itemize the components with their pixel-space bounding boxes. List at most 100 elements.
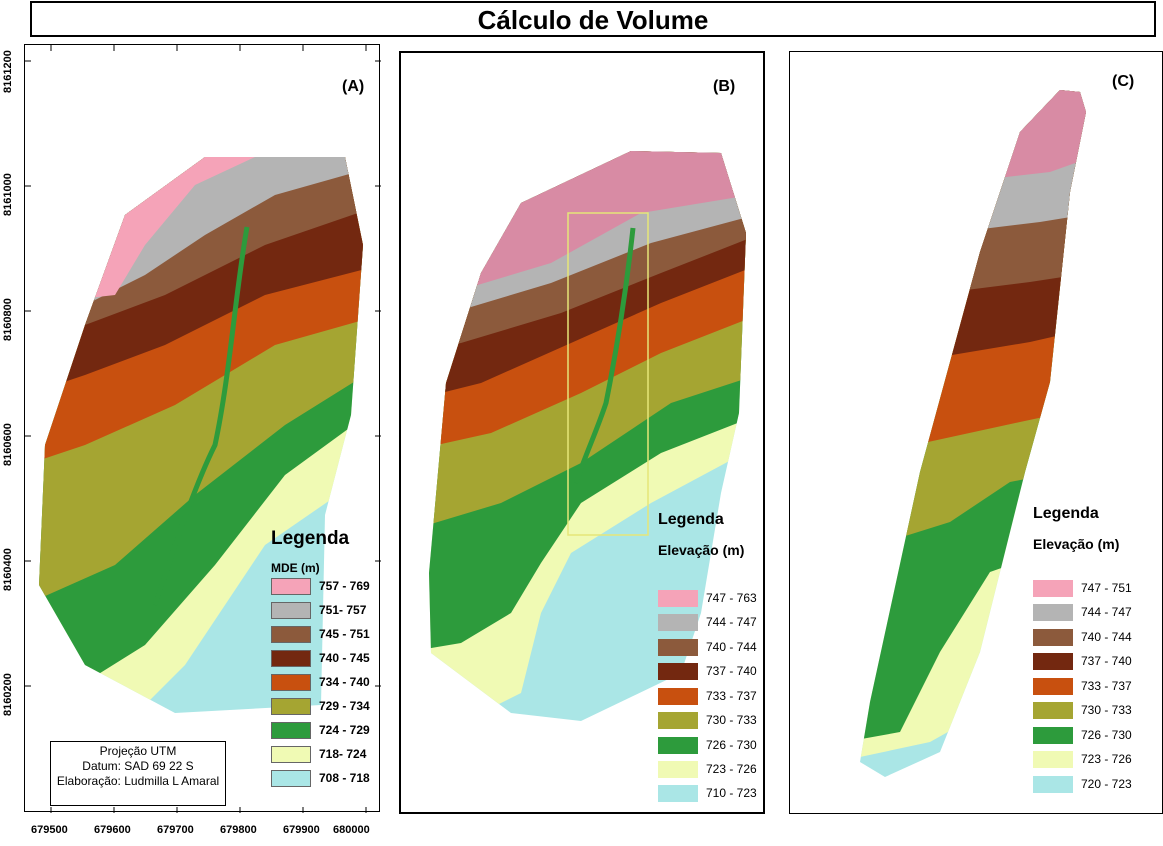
legend-item: 744 - 747 (658, 613, 757, 631)
y-tick-label: 8160200 (2, 673, 14, 716)
legend-item: 747 - 751 (1033, 579, 1132, 597)
legend-swatch (658, 613, 698, 631)
legend-swatch (658, 662, 698, 680)
x-tick-label: 679600 (94, 824, 131, 836)
projection-info-box: Projeção UTM Datum: SAD 69 22 S Elaboraç… (50, 741, 226, 806)
panel-label-b: (B) (713, 78, 736, 95)
y-tick-label: 8161200 (2, 50, 14, 93)
legend-label: 733 - 737 (1081, 679, 1132, 693)
elevation-map-b (429, 151, 746, 721)
legend-item: 740 - 744 (1033, 628, 1132, 646)
map-panel-b: (B) Legenda Elevação (m) 747 - 763 744 -… (399, 51, 765, 814)
legend-swatch (1033, 579, 1073, 597)
legend-title-a: Legenda (271, 528, 350, 549)
legend-label: 737 - 740 (1081, 654, 1132, 668)
elevation-map-c (860, 90, 1086, 777)
legend-item: 747 - 763 (658, 589, 757, 607)
projection-line: Projeção UTM (99, 744, 177, 758)
legend-swatch (1033, 750, 1073, 768)
legend-item: 720 - 723 (1033, 775, 1132, 793)
legend-item: 757 - 769 (271, 577, 370, 595)
legend-swatch (271, 625, 311, 643)
legend-label: 747 - 751 (1081, 581, 1132, 595)
legend-item: 744 - 747 (1033, 603, 1132, 621)
legend-swatch (658, 638, 698, 656)
legend-label: 710 - 723 (706, 786, 757, 800)
legend-label: 747 - 763 (706, 591, 757, 605)
legend-label: 744 - 747 (706, 615, 757, 629)
x-tick-label: 679500 (31, 824, 68, 836)
legend-label: 718- 724 (319, 747, 367, 761)
map-title: Cálculo de Volume (477, 5, 709, 35)
legend-label: 724 - 729 (319, 723, 370, 737)
legend-label: 740 - 744 (706, 640, 757, 654)
y-tick-label: 8160800 (2, 298, 14, 341)
legend-swatch (1033, 677, 1073, 695)
legend-label: 751- 757 (319, 603, 367, 617)
legend-swatch (271, 673, 311, 691)
legend-swatch (1033, 726, 1073, 744)
legend-item: 708 - 718 (271, 769, 370, 787)
legend-item: 733 - 737 (658, 687, 757, 705)
legend-swatch (1033, 603, 1073, 621)
legend-label: 730 - 733 (1081, 703, 1132, 717)
legend-label: 734 - 740 (319, 675, 370, 689)
legend-item: 723 - 726 (1033, 750, 1132, 768)
y-tick-label: 8160600 (2, 423, 14, 466)
legend-title-b: Legenda (658, 511, 724, 528)
legend-item: 740 - 745 (271, 649, 370, 667)
x-tick-label: 680000 (333, 824, 370, 836)
legend-item: 729 - 734 (271, 697, 370, 715)
legend-label: 744 - 747 (1081, 605, 1132, 619)
map-panel-a: (A) Legenda MDE (m) 757 - 769 751- 757 7… (24, 44, 381, 813)
legend-swatch (271, 649, 311, 667)
legend-swatch (658, 589, 698, 607)
x-tick-label: 679700 (157, 824, 194, 836)
legend-item: 751- 757 (271, 601, 366, 619)
legend-item: 737 - 740 (658, 662, 757, 680)
legend-item: 730 - 733 (658, 711, 757, 729)
panel-label-c: (C) (1112, 73, 1135, 90)
legend-label: 708 - 718 (319, 771, 370, 785)
legend-label: 737 - 740 (706, 664, 757, 678)
panel-label-a: (A) (342, 78, 365, 95)
legend-item: 726 - 730 (658, 736, 757, 754)
legend-label: 726 - 730 (1081, 728, 1132, 742)
legend-swatch (271, 769, 311, 787)
legend-label: 740 - 744 (1081, 630, 1132, 644)
legend-subtitle-b: Elevação (m) (658, 542, 745, 558)
legend-item: 726 - 730 (1033, 726, 1132, 744)
legend-item: 710 - 723 (658, 784, 757, 802)
map-panel-c: (C) Legenda Elevação (m) 747 - 751 744 -… (789, 51, 1163, 814)
legend-swatch (271, 697, 311, 715)
x-tick-label: 679800 (220, 824, 257, 836)
legend-swatch (658, 687, 698, 705)
legend-label: 723 - 726 (706, 762, 757, 776)
terrain-bands (429, 151, 746, 721)
legend-swatch (1033, 775, 1073, 793)
x-tick-label: 679900 (283, 824, 320, 836)
legend-label: 757 - 769 (319, 579, 370, 593)
legend-swatch (271, 577, 311, 595)
legend-title-c: Legenda (1033, 505, 1099, 522)
legend-label: 720 - 723 (1081, 777, 1132, 791)
legend-subtitle-a: MDE (m) (271, 561, 320, 575)
axis-ticks (25, 45, 381, 813)
terrain-bands (860, 90, 1086, 777)
legend-label: 729 - 734 (319, 699, 370, 713)
legend-label: 745 - 751 (319, 627, 370, 641)
y-tick-label: 8160400 (2, 548, 14, 591)
legend-subtitle-c: Elevação (m) (1033, 536, 1120, 552)
legend-swatch (1033, 701, 1073, 719)
legend-label: 733 - 737 (706, 689, 757, 703)
legend-swatch (658, 736, 698, 754)
y-tick-label: 8161000 (2, 173, 14, 216)
legend-label: 730 - 733 (706, 713, 757, 727)
legend-swatch (1033, 652, 1073, 670)
legend-swatch (1033, 628, 1073, 646)
legend-label: 723 - 726 (1081, 752, 1132, 766)
legend-item: 737 - 740 (1033, 652, 1132, 670)
legend-item: 723 - 726 (658, 760, 757, 778)
legend-swatch (271, 721, 311, 739)
legend-label: 726 - 730 (706, 738, 757, 752)
